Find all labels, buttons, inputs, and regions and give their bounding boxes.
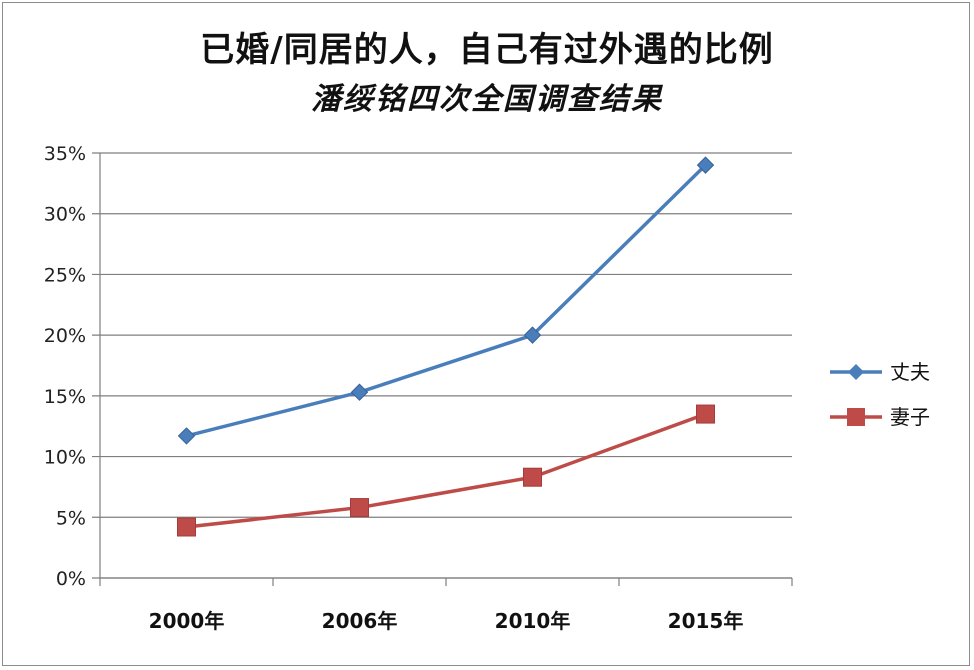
y-tick-label-10: 10% bbox=[44, 447, 86, 469]
y-tick-label-15: 15% bbox=[44, 386, 86, 408]
legend-label-0: 丈夫 bbox=[890, 360, 930, 384]
series-0-point-1 bbox=[350, 383, 369, 401]
series-0-point-3 bbox=[696, 156, 715, 174]
series-1-point-0 bbox=[177, 517, 196, 537]
series-line-1 bbox=[186, 412, 707, 529]
series-0-point-2 bbox=[523, 326, 542, 344]
series-1-point-2 bbox=[523, 467, 542, 487]
series-0-point-0 bbox=[177, 427, 196, 445]
legend-label-1: 妻子 bbox=[890, 405, 930, 429]
chart-title: 已婚/同居的人，自己有过外遇的比例 bbox=[200, 30, 774, 70]
legend-marker-1 bbox=[847, 408, 865, 426]
x-tick-label-0: 2000年 bbox=[149, 609, 225, 633]
x-tick-label-3: 2015年 bbox=[668, 609, 744, 633]
series-line-0 bbox=[186, 163, 707, 438]
y-tick-label-30: 30% bbox=[44, 204, 86, 226]
chart-subtitle: 潘绥铭四次全国调查结果 bbox=[311, 82, 663, 117]
y-tick-label-5: 5% bbox=[56, 507, 86, 529]
x-tick-label-1: 2006年 bbox=[322, 609, 398, 633]
series-1-point-1 bbox=[350, 498, 369, 518]
x-tick-label-2: 2010年 bbox=[495, 609, 571, 633]
y-tick-label-0: 0% bbox=[56, 568, 86, 590]
legend-marker-0 bbox=[848, 364, 864, 380]
y-tick-label-20: 20% bbox=[44, 325, 86, 347]
y-tick-label-25: 25% bbox=[44, 264, 86, 286]
y-tick-label-35: 35% bbox=[44, 143, 86, 165]
series-1-point-3 bbox=[696, 404, 715, 424]
